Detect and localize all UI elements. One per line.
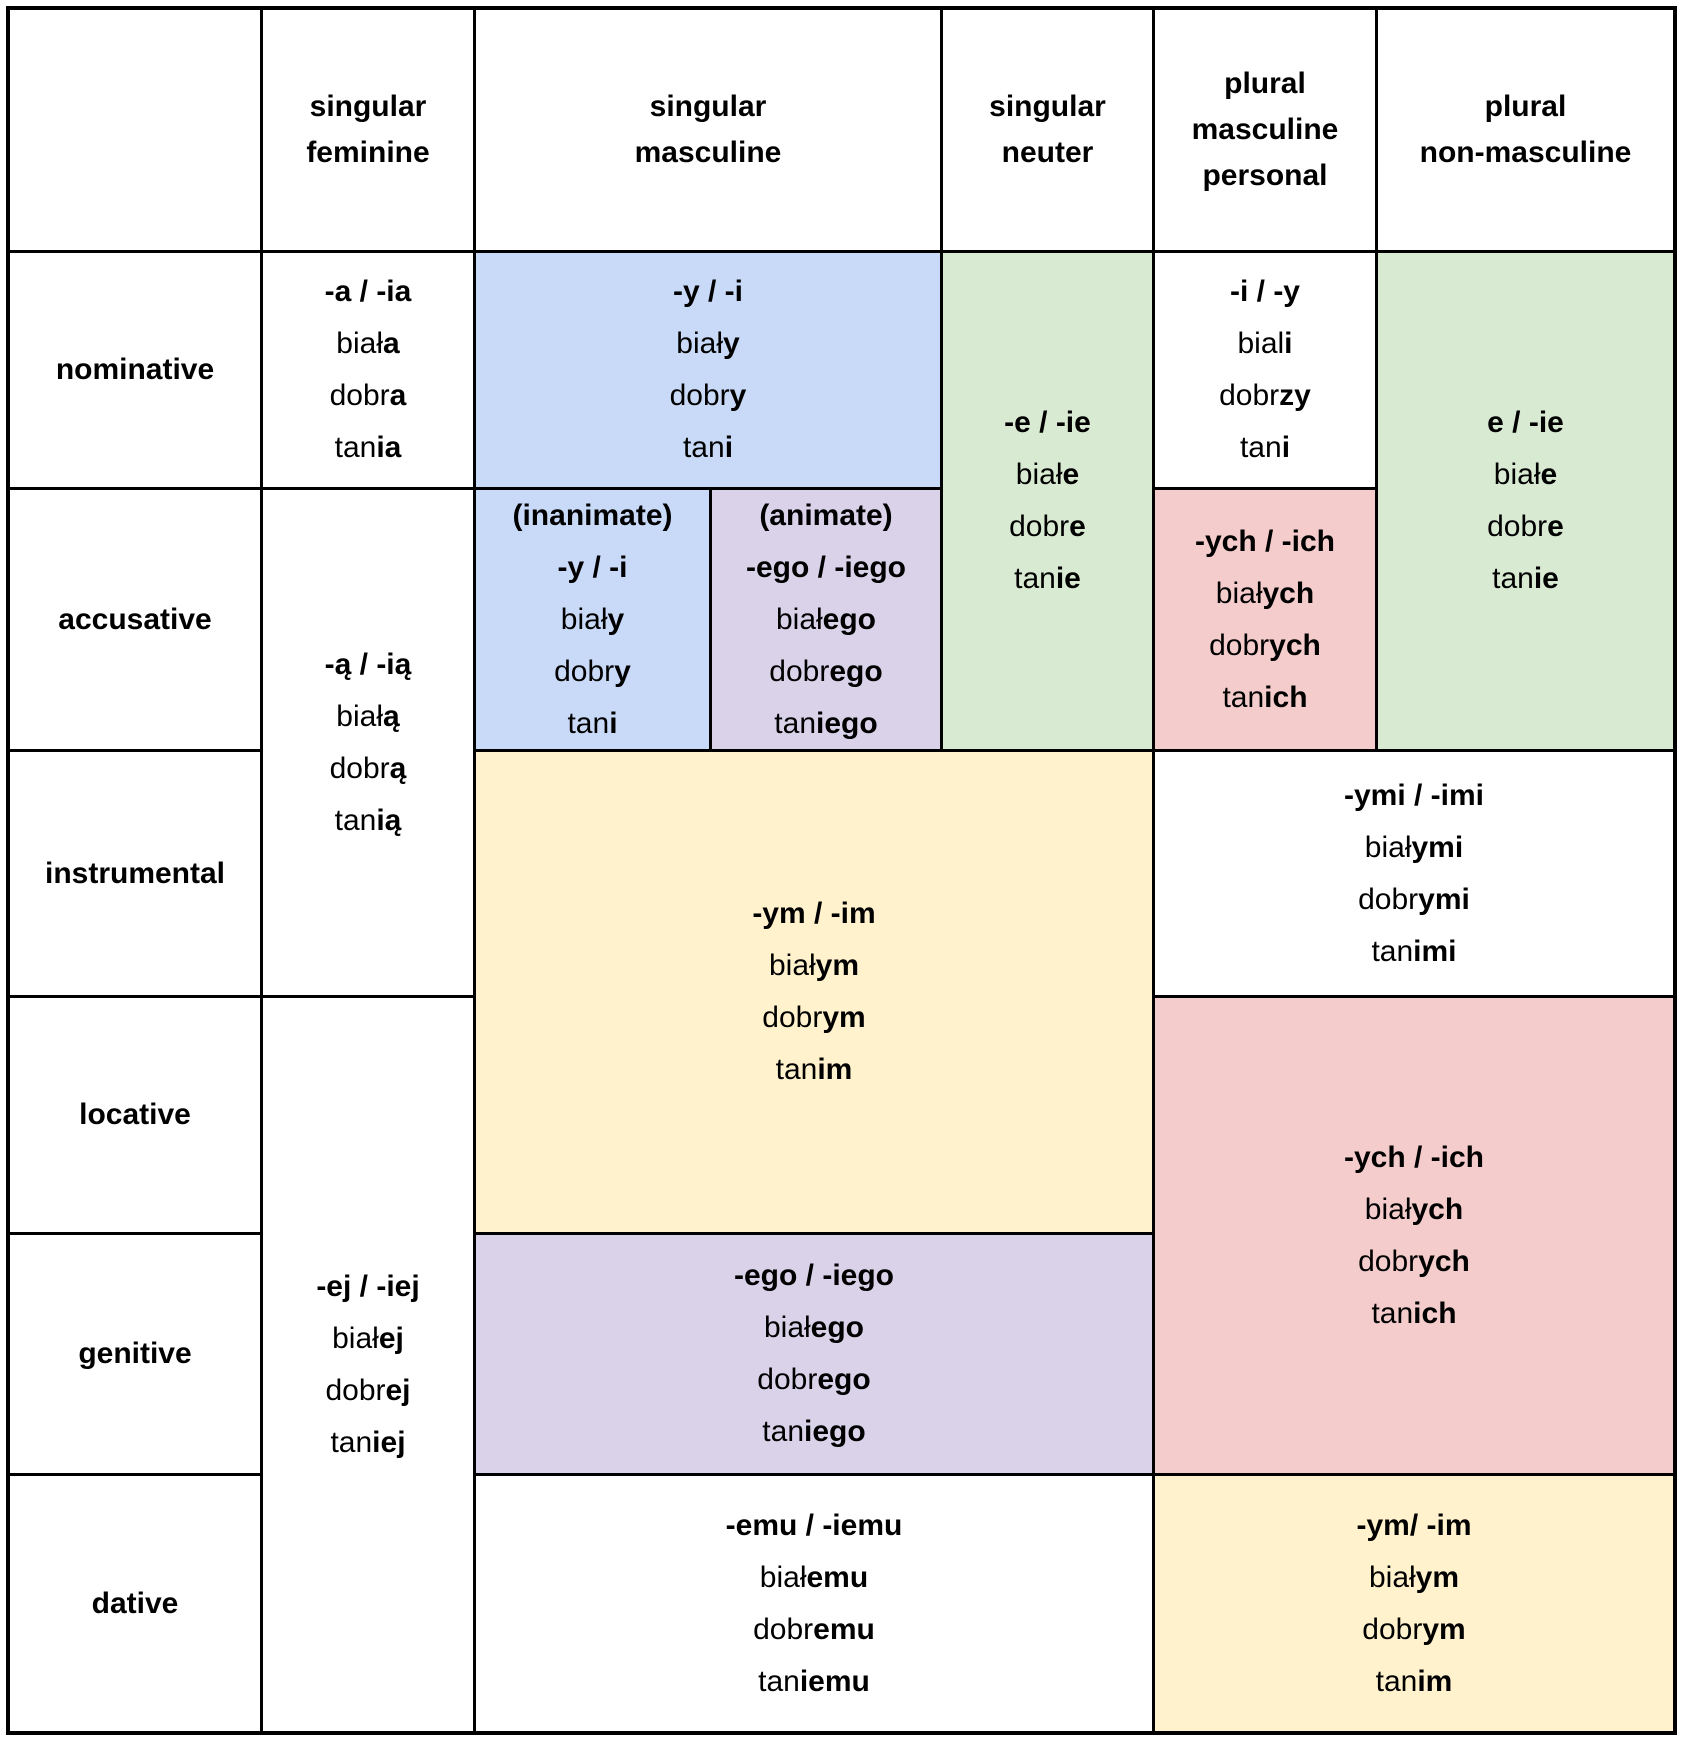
cell-nominative-plural-masculine-personal: -i / -y biali dobrzy tani <box>1155 253 1375 487</box>
cell-plural-dative: -ym/ -im białym dobrym tanim <box>1155 1476 1673 1731</box>
cell-plural-instrumental: -ymi / -imi białymi dobrymi tanimi <box>1155 752 1673 995</box>
cell-nominative-masculine: -y / -i biały dobry tani <box>476 253 940 487</box>
row-label-instrumental: instrumental <box>10 752 260 995</box>
declension-table: singular feminine singular masculine sin… <box>6 6 1677 1735</box>
cell-accusative-masculine-inanimate: (inanimate) -y / -i biały dobry tani <box>476 490 709 749</box>
cell-neuter-nominative-accusative: -e / -ie białe dobre tanie <box>943 253 1152 749</box>
cell-nominative-feminine: -a / -ia biała dobra tania <box>263 253 473 487</box>
header-plural-masculine-personal: plural masculine personal <box>1155 10 1375 250</box>
cell-plural-locative-genitive: -ych / -ich białych dobrych tanich <box>1155 998 1673 1473</box>
header-singular-feminine: singular feminine <box>263 10 473 250</box>
cell-accusative-masculine-animate: (animate) -ego / -iego białego dobrego tanie… <box>712 490 940 749</box>
row-label-locative: locative <box>10 998 260 1232</box>
cell-accusative-plural-masculine-personal: -ych / -ich białych dobrych tanich <box>1155 490 1375 749</box>
cell-masculine-neuter-dative: -emu / -iemu białemu dobremu taniemu <box>476 1476 1152 1731</box>
row-label-nominative: nominative <box>10 253 260 487</box>
row-label-accusative: accusative <box>10 490 260 749</box>
cell-feminine-accusative-instrumental: -ą / -ią białą dobrą tanią <box>263 490 473 995</box>
row-label-genitive: genitive <box>10 1235 260 1473</box>
header-singular-masculine: singular masculine <box>476 10 940 250</box>
cell-masculine-neuter-instrumental-locative: -ym / -im białym dobrym tanim <box>476 752 1152 1232</box>
corner-cell <box>10 10 260 250</box>
header-singular-neuter: singular neuter <box>943 10 1152 250</box>
row-label-dative: dative <box>10 1476 260 1731</box>
cell-feminine-locative-genitive-dative: -ej / -iej białej dobrej taniej <box>263 998 473 1731</box>
cell-plural-non-masculine-nominative-accusative: e / -ie białe dobre tanie <box>1378 253 1673 749</box>
cell-masculine-neuter-genitive: -ego / -iego białego dobrego taniego <box>476 1235 1152 1473</box>
header-plural-non-masculine: plural non-masculine <box>1378 10 1673 250</box>
